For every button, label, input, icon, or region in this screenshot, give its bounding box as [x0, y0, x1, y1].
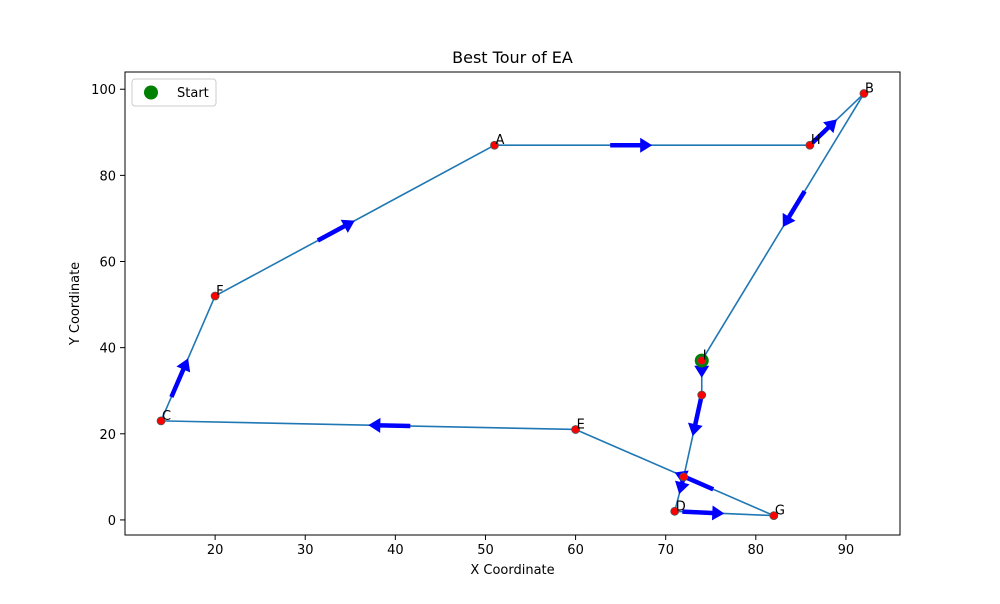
city-label: C	[162, 409, 171, 424]
x-tick-label: 50	[477, 543, 494, 558]
direction-arrow	[610, 137, 653, 153]
city-point	[210, 291, 220, 301]
direction-arrow	[808, 119, 837, 147]
city-point	[679, 472, 689, 482]
x-tick-label: 70	[657, 543, 674, 558]
direction-arrow	[674, 476, 690, 495]
city-label: B	[865, 82, 874, 97]
city-point	[571, 425, 580, 434]
y-tick-label: 80	[99, 169, 116, 184]
city-point	[156, 416, 166, 426]
city-point	[697, 390, 707, 400]
x-axis-label: X Coordinate	[470, 563, 554, 578]
x-tick-label: 40	[387, 543, 404, 558]
y-tick-label: 20	[99, 428, 116, 443]
legend-box	[131, 78, 217, 107]
y-tick-label: 0	[108, 514, 116, 529]
y-axis-label: Y Coordinate	[68, 262, 83, 346]
direction-arrow	[316, 219, 355, 243]
city-point	[769, 511, 779, 521]
city-point	[670, 506, 680, 516]
direction-arrow	[682, 505, 725, 521]
x-tick-label: 20	[207, 543, 224, 558]
city-label: D	[676, 499, 686, 514]
city-point	[697, 356, 707, 365]
chart-title: Best Tour of EA	[452, 48, 573, 67]
tour-segment	[701, 93, 865, 361]
direction-arrow	[368, 417, 411, 433]
direction-arrow	[687, 394, 704, 436]
y-tick-label: 60	[99, 256, 116, 271]
y-ticks: 0 20 40 60 80 100	[91, 83, 125, 529]
x-tick-label: 30	[297, 543, 314, 558]
points-layer	[156, 89, 869, 521]
plot-frame	[124, 71, 901, 536]
city-label: A	[495, 133, 504, 148]
x-tick-label: 90	[838, 543, 855, 558]
tour-segment	[161, 420, 576, 431]
city-label: E	[577, 417, 585, 432]
y-tick-label: 40	[99, 342, 116, 357]
direction-arrow	[782, 189, 807, 228]
city-point	[859, 89, 869, 98]
city-point	[805, 140, 815, 150]
legend-start-marker	[144, 85, 158, 100]
city-label: I	[703, 349, 707, 364]
direction-arrow	[169, 358, 191, 398]
x-ticks: 20 30 40 50 60 70 80 90	[207, 535, 854, 558]
y-tick-label: 100	[91, 83, 116, 98]
tour-segment	[160, 295, 216, 422]
city-point	[490, 140, 499, 150]
direction-arrow	[694, 360, 710, 378]
point-labels-layer: I D G E C F A H B	[162, 82, 874, 519]
legend: Start	[131, 78, 217, 107]
city-label: G	[775, 504, 785, 519]
city-label: F	[216, 284, 223, 299]
arrows-layer	[169, 119, 837, 521]
city-label: H	[811, 133, 821, 148]
x-tick-label: 60	[567, 543, 584, 558]
legend-start-label: Start	[177, 86, 209, 101]
x-tick-label: 80	[748, 543, 765, 558]
